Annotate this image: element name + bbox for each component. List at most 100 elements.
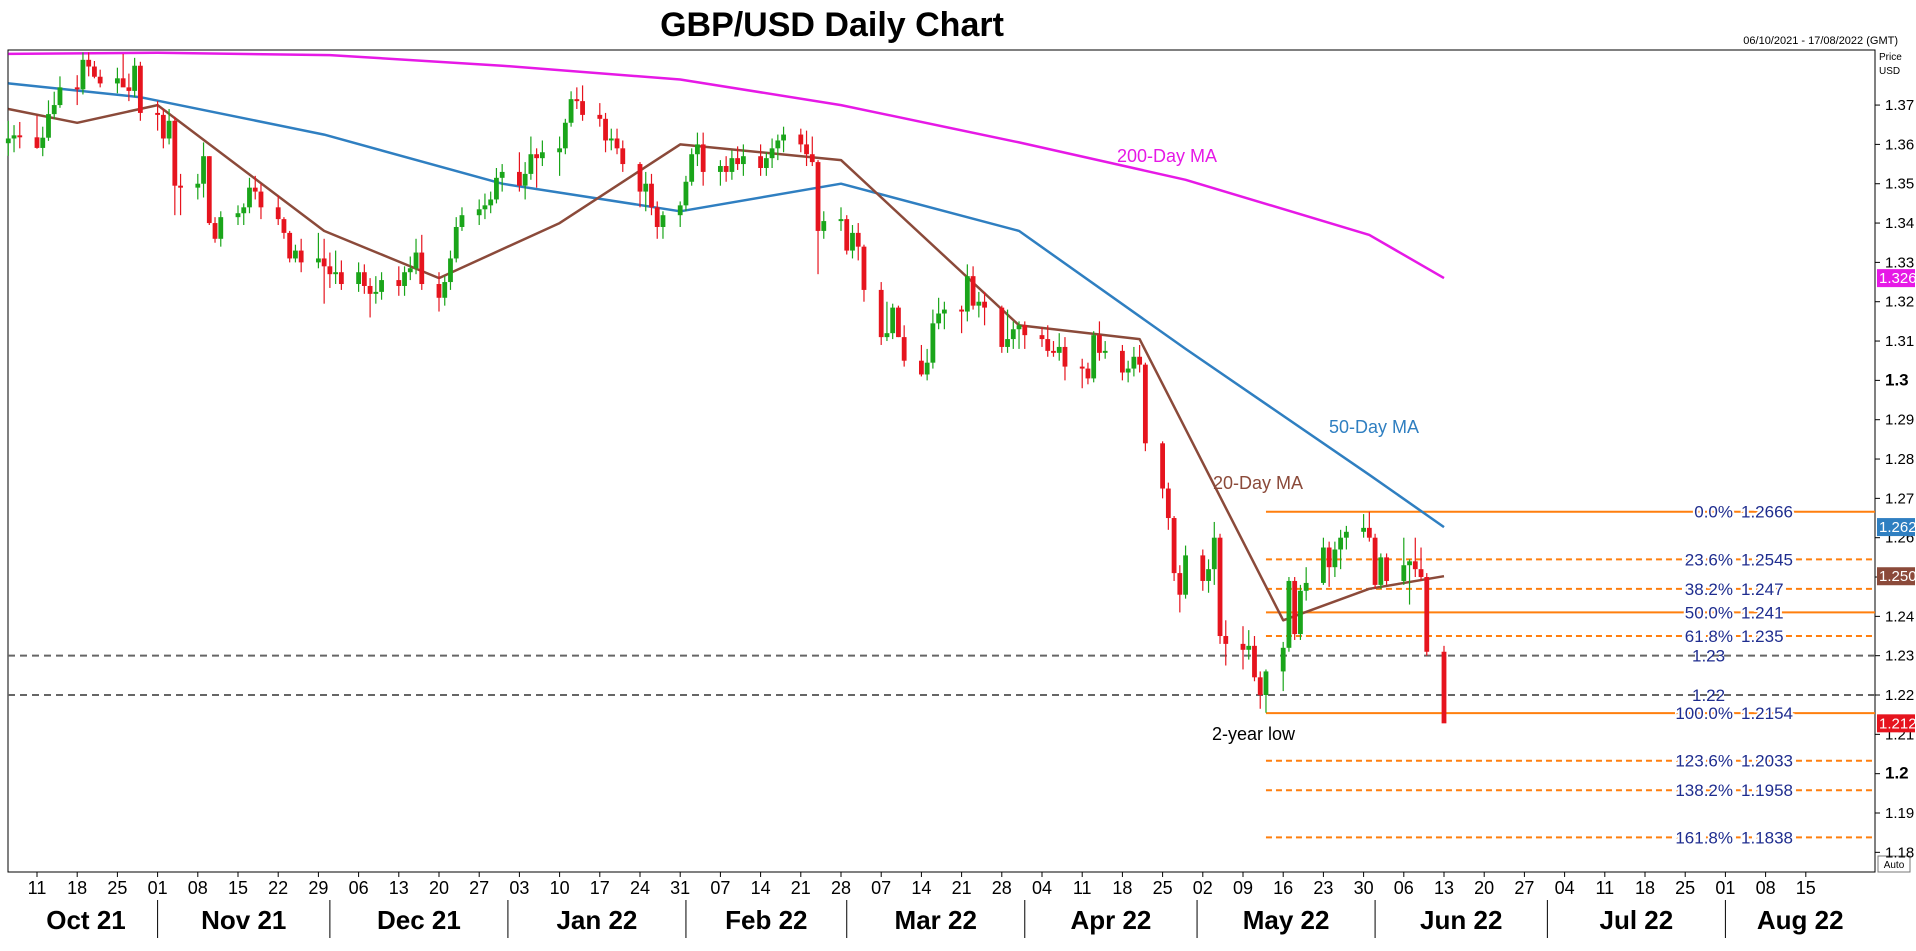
candle — [695, 132, 700, 167]
candle — [92, 61, 97, 79]
candle-body — [999, 307, 1005, 347]
candle — [970, 266, 976, 310]
candle-body — [396, 280, 402, 286]
candle-body — [1171, 518, 1177, 574]
candle-body — [941, 309, 947, 314]
x-tick-label: 27 — [469, 878, 489, 898]
candle — [614, 128, 620, 155]
candle-body — [132, 65, 138, 91]
candle — [1217, 533, 1223, 644]
candle-body — [855, 232, 861, 247]
candle — [316, 232, 321, 269]
candle-body — [901, 337, 907, 361]
candle — [356, 262, 361, 292]
price-badge — [1877, 567, 1915, 586]
candle-body — [338, 272, 344, 285]
candle-body — [258, 191, 264, 208]
candle — [1321, 537, 1326, 585]
candle — [218, 211, 224, 247]
y-tick-label: 1.37 — [1885, 97, 1914, 114]
candle — [809, 136, 815, 167]
candle-body — [970, 276, 976, 306]
candle-body — [327, 266, 333, 275]
candle — [1085, 362, 1091, 385]
candle — [1211, 521, 1217, 585]
candle — [419, 234, 425, 290]
candle — [729, 150, 735, 180]
candle — [206, 156, 212, 226]
candle-body — [1412, 561, 1418, 570]
candle-body — [982, 301, 987, 308]
candle-body — [1097, 335, 1102, 353]
candle-body — [1292, 580, 1298, 635]
x-tick-label: 07 — [871, 878, 891, 898]
candle-body — [206, 156, 212, 224]
candle-body — [1165, 488, 1171, 519]
candle — [1056, 333, 1062, 361]
candle — [321, 238, 327, 304]
candle-body — [1217, 537, 1223, 637]
candle — [379, 272, 384, 300]
candle-body — [1263, 671, 1269, 696]
candle-body — [562, 122, 568, 149]
candle-body — [1131, 356, 1137, 369]
y-tick-label: 1.24 — [1885, 608, 1914, 625]
x-tick-label: 14 — [911, 878, 931, 898]
horizontal-levels: 1.23 1.22 0.0% 1.2666 23.6% 1.2545 38.2% 1.247 5… — [8, 501, 1875, 849]
candle-body — [723, 166, 729, 172]
candle — [1418, 547, 1424, 581]
candle-body — [798, 134, 804, 145]
month-label: Jul 22 — [1600, 905, 1674, 935]
annotation-label: 2-year low — [1212, 724, 1296, 744]
candle — [361, 264, 367, 294]
candle-body — [1343, 531, 1349, 538]
candle — [689, 148, 695, 186]
candle — [580, 85, 585, 121]
candle — [241, 203, 247, 226]
candle — [155, 101, 160, 131]
candle — [1378, 553, 1384, 589]
candle-body — [46, 114, 51, 138]
x-tick-label: 11 — [1595, 878, 1614, 898]
month-label: Jan 22 — [556, 905, 637, 935]
candle-body — [488, 199, 494, 206]
y-tick-label: 1.36 — [1885, 136, 1914, 153]
month-label: Nov 21 — [201, 905, 286, 935]
candle — [1286, 577, 1292, 652]
fib-level-label: 0.0% — [1694, 503, 1733, 522]
candle-body — [850, 232, 855, 251]
fib-level-value: 1.235 — [1741, 627, 1784, 646]
candle-body — [453, 226, 459, 259]
x-tick-label: 03 — [509, 878, 529, 898]
x-tick-label: 21 — [791, 878, 811, 898]
x-tick-label: 31 — [670, 878, 690, 898]
candle-body — [1016, 325, 1022, 330]
candle — [373, 276, 379, 304]
candle — [844, 215, 850, 255]
candle — [1142, 362, 1148, 452]
candle — [763, 152, 769, 176]
candle — [838, 207, 844, 231]
auto-scale-button[interactable] — [1877, 855, 1911, 873]
price-badge — [1877, 714, 1915, 733]
x-tick-label: 25 — [1675, 878, 1695, 898]
candle-body — [356, 272, 361, 285]
candle-body — [166, 120, 172, 139]
candle-body — [11, 135, 17, 139]
x-tick-label: 20 — [429, 878, 449, 898]
x-tick-label: 16 — [1273, 878, 1293, 898]
candle — [1183, 545, 1188, 599]
candle — [51, 91, 57, 120]
candle — [804, 130, 809, 167]
x-tick-label: 06 — [349, 878, 369, 898]
x-tick-label: 14 — [751, 878, 771, 898]
candle-body — [482, 205, 488, 210]
candle — [1292, 577, 1298, 640]
candle — [1171, 516, 1177, 581]
candle-body — [160, 114, 166, 139]
candle — [568, 91, 574, 127]
candle — [924, 348, 930, 381]
candle — [1343, 525, 1349, 550]
fib-level-label: 61.8% — [1685, 627, 1733, 646]
